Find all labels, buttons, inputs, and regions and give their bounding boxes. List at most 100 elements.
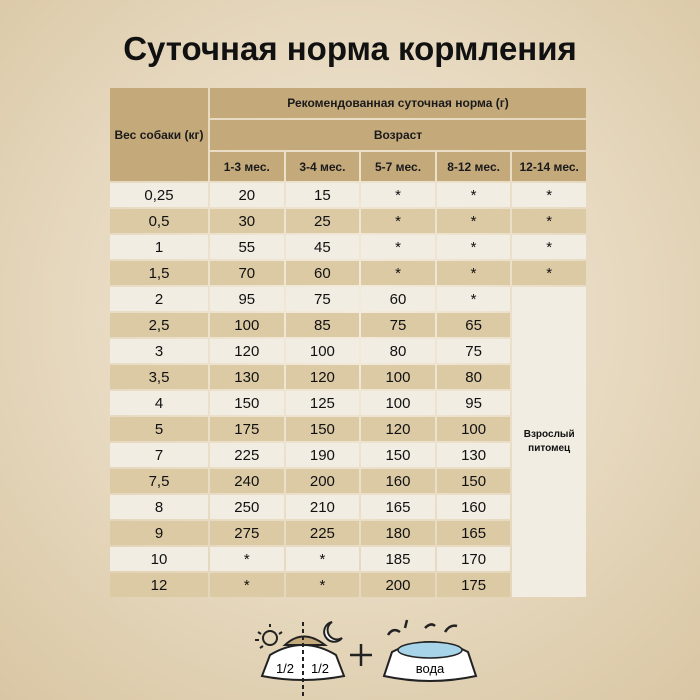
age-header: Возраст xyxy=(210,120,586,150)
value-cell: 180 xyxy=(361,521,435,545)
weight-cell: 7 xyxy=(110,443,208,467)
value-cell: 150 xyxy=(361,443,435,467)
value-cell: * xyxy=(361,235,435,259)
value-cell: 95 xyxy=(436,391,511,415)
value-cell: 15 xyxy=(285,183,360,207)
age-column-header: 5-7 мес. xyxy=(361,152,435,181)
value-cell: 20 xyxy=(210,183,284,207)
half-right-label: 1/2 xyxy=(311,661,329,676)
weight-cell: 4 xyxy=(110,391,208,415)
weight-cell: 2 xyxy=(110,287,208,311)
weight-cell: 9 xyxy=(110,521,208,545)
half-left-label: 1/2 xyxy=(276,661,294,676)
weight-cell: 8 xyxy=(110,495,208,519)
value-cell: 150 xyxy=(210,391,284,415)
weight-cell: 3 xyxy=(110,339,208,363)
value-cell: * xyxy=(285,547,360,571)
age-column-header: 12-14 мес. xyxy=(512,152,586,181)
plus-icon xyxy=(350,644,372,666)
value-cell: 175 xyxy=(436,573,511,597)
value-cell: 210 xyxy=(285,495,360,519)
value-cell: * xyxy=(361,183,435,207)
value-cell: 55 xyxy=(210,235,284,259)
water-label: вода xyxy=(416,661,445,676)
value-cell: 60 xyxy=(361,287,435,311)
value-cell: 45 xyxy=(285,235,360,259)
value-cell: 200 xyxy=(361,573,435,597)
value-cell: 100 xyxy=(285,339,360,363)
value-cell: 25 xyxy=(285,209,360,233)
feeding-table: Вес собаки (кг) Рекомендованная суточная… xyxy=(110,88,586,597)
value-cell: 95 xyxy=(210,287,284,311)
value-cell: 85 xyxy=(285,313,360,337)
value-cell: 80 xyxy=(361,339,435,363)
weight-cell: 7,5 xyxy=(110,469,208,493)
page-title: Суточная норма кормления xyxy=(123,30,577,67)
value-cell: * xyxy=(436,287,511,311)
value-cell: 65 xyxy=(436,313,511,337)
moon-icon xyxy=(323,621,343,643)
value-cell: 100 xyxy=(361,391,435,415)
value-cell: * xyxy=(512,261,586,285)
value-cell: * xyxy=(512,209,586,233)
value-cell: 225 xyxy=(285,521,360,545)
value-cell: 200 xyxy=(285,469,360,493)
value-cell: 75 xyxy=(436,339,511,363)
sun-icon xyxy=(255,624,283,649)
weight-cell: 1,5 xyxy=(110,261,208,285)
value-cell: 170 xyxy=(436,547,511,571)
value-cell: 185 xyxy=(361,547,435,571)
value-cell: 80 xyxy=(436,365,511,389)
value-cell: 100 xyxy=(361,365,435,389)
value-cell: 150 xyxy=(285,417,360,441)
weight-cell: 12 xyxy=(110,573,208,597)
value-cell: 160 xyxy=(436,495,511,519)
value-cell: 30 xyxy=(210,209,284,233)
weight-cell: 10 xyxy=(110,547,208,571)
food-bowl-icon: 1/2 1/2 xyxy=(260,622,346,698)
feeding-illustration: 1/2 1/2 вода xyxy=(255,619,478,698)
value-cell: 75 xyxy=(285,287,360,311)
value-cell: 120 xyxy=(285,365,360,389)
value-cell: 165 xyxy=(436,521,511,545)
value-cell: 130 xyxy=(210,365,284,389)
value-cell: 160 xyxy=(361,469,435,493)
value-cell: 70 xyxy=(210,261,284,285)
value-cell: 275 xyxy=(210,521,284,545)
value-cell: * xyxy=(361,209,435,233)
value-cell: 225 xyxy=(210,443,284,467)
value-cell: 75 xyxy=(361,313,435,337)
value-cell: 130 xyxy=(436,443,511,467)
value-cell: 120 xyxy=(361,417,435,441)
water-bowl-icon: вода xyxy=(382,619,478,682)
value-cell: 100 xyxy=(436,417,511,441)
value-cell: * xyxy=(361,261,435,285)
weight-header: Вес собаки (кг) xyxy=(110,88,208,181)
value-cell: 240 xyxy=(210,469,284,493)
value-cell: * xyxy=(285,573,360,597)
value-cell: * xyxy=(210,547,284,571)
value-cell: 120 xyxy=(210,339,284,363)
age-column-header: 1-3 мес. xyxy=(210,152,284,181)
weight-cell: 5 xyxy=(110,417,208,441)
value-cell: 150 xyxy=(436,469,511,493)
weight-cell: 2,5 xyxy=(110,313,208,337)
value-cell: * xyxy=(210,573,284,597)
age-column-header: 3-4 мес. xyxy=(285,152,360,181)
value-cell: * xyxy=(436,235,511,259)
norm-header: Рекомендованная суточная норма (г) xyxy=(210,88,586,118)
weight-cell: 0,25 xyxy=(110,183,208,207)
value-cell: 165 xyxy=(361,495,435,519)
weight-cell: 3,5 xyxy=(110,365,208,389)
value-cell: 250 xyxy=(210,495,284,519)
weight-cell: 1 xyxy=(110,235,208,259)
age-column-header: 8-12 мес. xyxy=(436,152,511,181)
value-cell: * xyxy=(512,235,586,259)
value-cell: 175 xyxy=(210,417,284,441)
value-cell: 125 xyxy=(285,391,360,415)
weight-cell: 0,5 xyxy=(110,209,208,233)
value-cell: * xyxy=(436,183,511,207)
adult-pet-cell: Взрослый питомец xyxy=(512,287,586,597)
value-cell: * xyxy=(436,261,511,285)
value-cell: 60 xyxy=(285,261,360,285)
